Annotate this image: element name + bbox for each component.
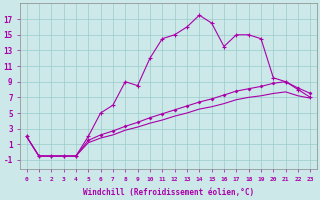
X-axis label: Windchill (Refroidissement éolien,°C): Windchill (Refroidissement éolien,°C) [83,188,254,197]
